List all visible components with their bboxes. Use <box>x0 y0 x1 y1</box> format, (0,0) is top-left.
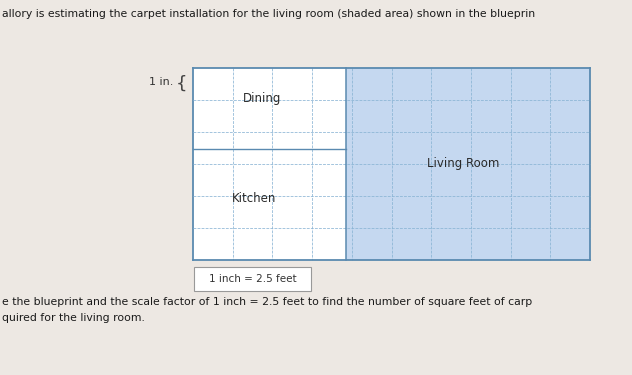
Text: Living Room: Living Room <box>427 158 499 171</box>
Bar <box>193 68 346 260</box>
Bar <box>346 68 590 260</box>
Text: 1 inch = 2.5 feet: 1 inch = 2.5 feet <box>209 274 296 284</box>
Text: Dining: Dining <box>243 92 281 105</box>
Text: {: { <box>176 75 187 93</box>
Text: e the blueprint and the scale factor of 1 inch = 2.5 feet to find the number of : e the blueprint and the scale factor of … <box>2 297 532 307</box>
Text: 1 in.: 1 in. <box>149 77 173 87</box>
FancyBboxPatch shape <box>194 267 311 291</box>
Text: Kitchen: Kitchen <box>232 192 276 205</box>
Text: allory is estimating the carpet installation for the living room (shaded area) s: allory is estimating the carpet installa… <box>2 9 535 19</box>
Text: quired for the living room.: quired for the living room. <box>2 313 145 323</box>
